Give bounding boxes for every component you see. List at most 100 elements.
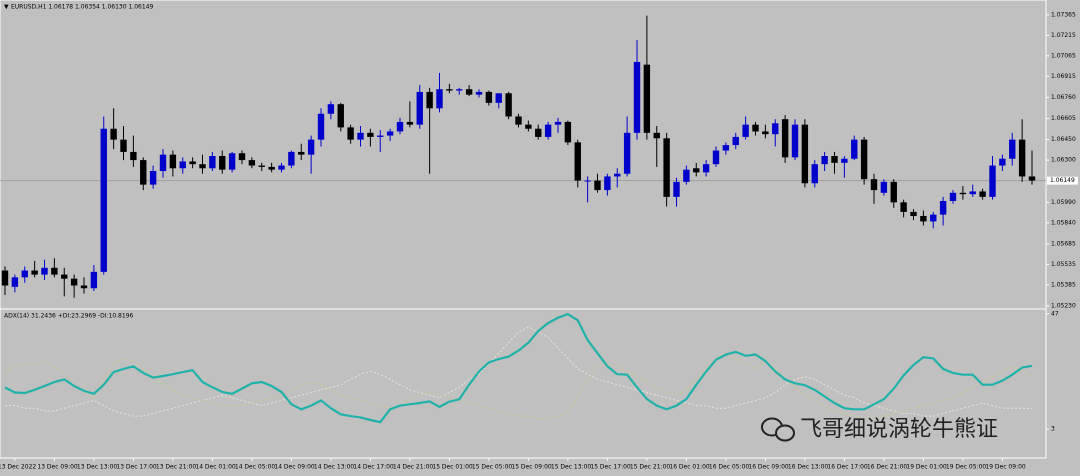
x-tick-label: 14 Dec 09:00: [274, 464, 315, 471]
current-price-box: [1047, 176, 1078, 185]
candle-body: [860, 139, 868, 180]
candle-body: [317, 113, 325, 140]
price-title: EURUSD,H1 1.06178 1.06354 1.06130 1.0614…: [11, 4, 153, 11]
candle-body: [930, 214, 937, 222]
candle-body: [347, 127, 354, 140]
adx-title: ADX(14) 31.2436 +DI:23.2969 -DI:10.8196: [4, 313, 134, 320]
candle-body: [396, 121, 404, 132]
y-tick-label: 3: [1051, 426, 1055, 433]
candle-body: [663, 138, 670, 197]
candle-body: [949, 192, 957, 201]
candle-body: [80, 285, 88, 289]
x-tick-label: 15 Dec 21:00: [630, 464, 671, 471]
candle-body: [604, 176, 611, 191]
candle-body: [584, 180, 591, 182]
candle-body: [21, 270, 28, 278]
candle-body: [278, 165, 285, 170]
watermark: 飞哥细说涡轮牛熊证: [761, 417, 998, 442]
candle-body: [228, 153, 236, 170]
candle-body: [41, 267, 48, 275]
candle-body: [920, 215, 927, 222]
indicator-line: [4, 312, 1033, 424]
candle-body: [525, 124, 532, 129]
candle-body: [831, 156, 838, 163]
candle-body: [1, 270, 9, 286]
y-tick-label: 1.05685: [1051, 240, 1076, 247]
candle-body: [159, 154, 167, 171]
candle-body: [979, 191, 986, 197]
candle-body: [377, 135, 384, 137]
x-tick-label: 14 Dec 13:00: [314, 464, 355, 471]
candle-body: [564, 121, 572, 143]
x-tick-label: 19 Dec 05:00: [946, 464, 987, 471]
candle-body: [900, 202, 907, 212]
candle-body: [633, 61, 641, 133]
x-tick-label: 13 Dec 2022: [0, 464, 36, 471]
candle-body: [505, 93, 512, 117]
candle-body: [811, 164, 818, 184]
indicator-line: [4, 352, 1033, 420]
candle-body: [821, 156, 828, 165]
candle-body: [673, 181, 680, 197]
candle-body: [465, 89, 473, 95]
candle-body: [544, 124, 552, 137]
candle-body: [130, 151, 137, 161]
x-tick-label: 16 Dec 17:00: [827, 464, 868, 471]
plot-frame: [0, 0, 1047, 459]
y-tick-label: 1.05535: [1051, 261, 1076, 268]
y-tick-label: 1.07215: [1051, 32, 1076, 39]
x-tick-label: 13 Dec 13:00: [77, 464, 118, 471]
candle-body: [189, 161, 196, 165]
candle-body: [31, 270, 38, 275]
x-tick-label: 15 Dec 13:00: [551, 464, 592, 471]
x-tick-label: 14 Dec 01:00: [195, 464, 236, 471]
candle-body: [910, 211, 917, 216]
candle-body: [515, 116, 522, 125]
candle-body: [238, 153, 246, 161]
candle-body: [554, 121, 562, 125]
candle-body: [732, 136, 739, 146]
y-tick-label: 1.05385: [1051, 281, 1076, 288]
collapse-icon[interactable]: ▼: [4, 4, 9, 11]
candle-body: [149, 170, 157, 185]
candle-body: [199, 164, 206, 169]
y-tick-label: 1.07065: [1051, 52, 1076, 59]
y-tick-label: 1.06915: [1051, 73, 1076, 80]
candle-body: [307, 139, 315, 155]
x-tick-label: 15 Dec 05:00: [472, 464, 513, 471]
x-tick-label: 16 Dec 13:00: [788, 464, 829, 471]
y-tick-label: 1.06300: [1051, 157, 1076, 164]
candle-body: [683, 169, 690, 182]
candle-body: [722, 145, 730, 151]
wechat-icon: [775, 424, 795, 442]
candle-body: [298, 151, 305, 155]
candle-body: [485, 91, 493, 103]
candle-body: [110, 128, 117, 140]
candle-body: [436, 89, 443, 109]
candle-body: [209, 156, 216, 169]
candle-body: [801, 124, 809, 184]
candle-body: [890, 181, 897, 203]
y-tick-label: 1.05230: [1051, 302, 1076, 309]
candle-body: [870, 179, 878, 191]
candle-body: [70, 278, 78, 286]
y-tick-label: 1.06760: [1051, 94, 1076, 101]
candle-body: [268, 166, 275, 170]
candle-body: [594, 180, 601, 191]
y-tick-label: 1.07365: [1051, 11, 1076, 18]
candle-body: [406, 121, 414, 125]
candle-body: [939, 200, 947, 215]
watermark-text: 飞哥细说涡轮牛熊证: [800, 417, 998, 442]
indicator-line: [5, 326, 1033, 417]
candle-body: [841, 158, 848, 163]
x-tick-label: 13 Dec 21:00: [156, 464, 197, 471]
candle-body: [426, 91, 433, 109]
candle-body: [752, 124, 759, 132]
x-tick-label: 14 Dec 17:00: [353, 464, 394, 471]
x-tick-label: 16 Dec 05:00: [709, 464, 750, 471]
x-tick-label: 13 Dec 17:00: [116, 464, 157, 471]
candle-body: [90, 271, 98, 289]
x-tick-label: 14 Dec 21:00: [393, 464, 434, 471]
candle-body: [367, 132, 374, 137]
candle-body: [999, 158, 1006, 166]
